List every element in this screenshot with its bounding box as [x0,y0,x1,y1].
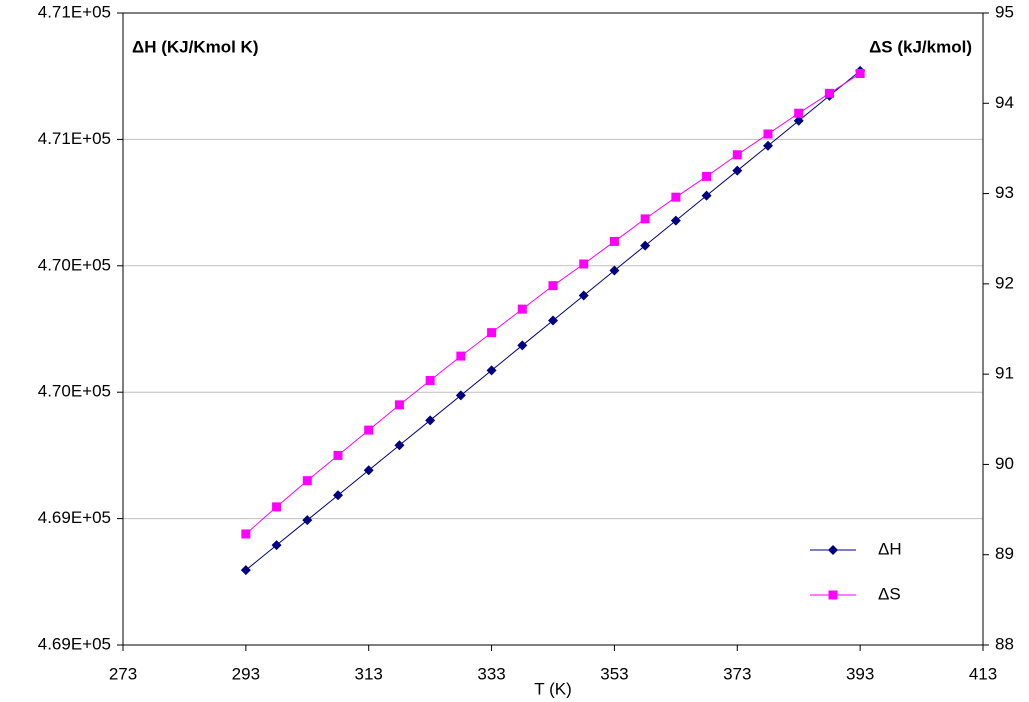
data-point [394,400,404,410]
data-point [425,415,436,426]
data-point [333,450,343,460]
data-point [732,150,742,160]
data-point [240,565,251,576]
y-axis-label: ΔH (KJ/Kmol K) [132,37,259,56]
data-point [855,68,865,78]
data-point [517,304,527,314]
data-point [763,140,773,151]
data-point [763,129,773,139]
data-point [517,340,528,351]
x-tick-label: 373 [723,664,751,683]
data-point [609,236,619,246]
y-tick-label: 4.70E+05 [38,382,111,401]
legend-marker [828,545,838,555]
data-point [732,165,743,176]
data-point [793,115,804,126]
data-point [364,425,374,435]
y2-tick-label: 93 [995,183,1014,202]
x-tick-label: 293 [232,664,260,683]
data-point [456,351,466,361]
legend-marker [828,590,838,600]
y-tick-label: 4.71E+05 [38,2,111,21]
data-point [241,529,251,539]
y2-tick-label: 94 [995,93,1014,112]
data-point [487,328,497,338]
y-tick-label: 4.70E+05 [38,255,111,274]
data-point [701,190,712,201]
data-point [394,440,405,451]
data-point [794,108,804,118]
x-tick-label: 333 [477,664,505,683]
y2-tick-label: 92 [995,273,1014,292]
x-tick-label: 393 [846,664,874,683]
y2-tick-label: 90 [995,454,1014,473]
data-point [425,375,435,385]
data-point [824,88,834,98]
y-tick-label: 4.71E+05 [38,129,111,148]
x-tick-label: 313 [355,664,383,683]
y2-axis-label: ΔS (kJ/kmol) [869,37,972,56]
y2-tick-label: 91 [995,364,1014,383]
x-tick-label: 273 [109,664,137,683]
data-point [363,465,374,476]
data-point [271,540,282,551]
data-point [486,365,497,376]
data-point [671,192,681,202]
data-point [272,502,282,512]
y-tick-label: 4.69E+05 [38,508,111,527]
data-point [455,390,466,401]
plot-frame [122,12,984,646]
data-point [609,265,620,276]
y2-tick-label: 95 [995,2,1014,21]
y2-tick-label: 88 [995,634,1014,653]
x-tick-label: 413 [969,664,997,683]
data-point [578,290,589,301]
data-point [640,214,650,224]
data-point [302,515,313,526]
data-point [333,490,343,501]
data-point [579,259,589,269]
data-point [640,240,651,251]
legend-label: ΔS [878,584,901,603]
data-point [548,315,558,326]
data-point [302,476,312,486]
y2-tick-label: 89 [995,544,1014,563]
legend-label: ΔH [878,539,902,558]
x-tick-label: 353 [600,664,628,683]
data-point [702,171,712,181]
data-point [670,215,681,226]
data-point [548,281,558,291]
x-axis-label: T (K) [534,679,571,698]
y-tick-label: 4.69E+05 [38,634,111,653]
